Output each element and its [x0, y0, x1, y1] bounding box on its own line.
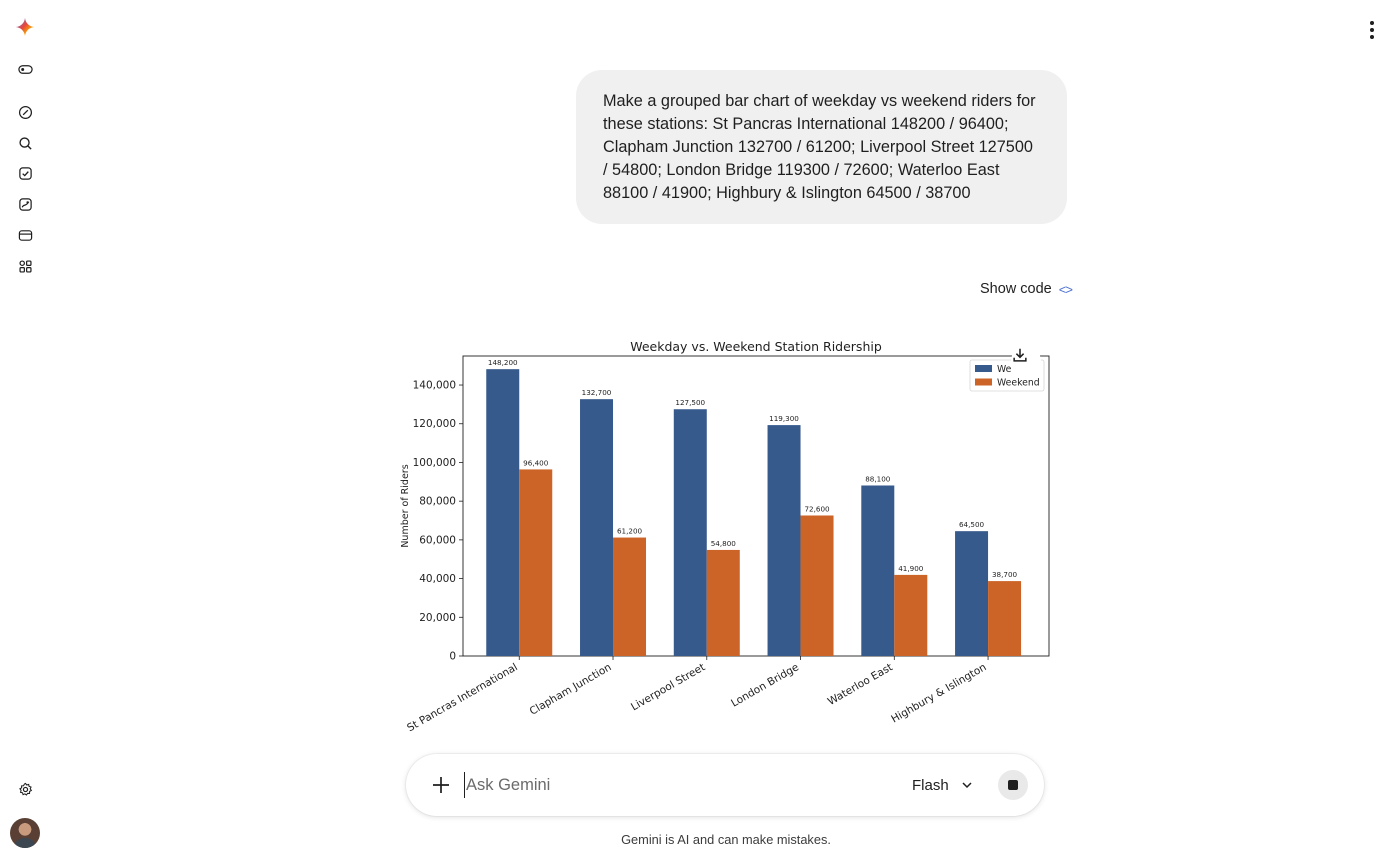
chart-title: Weekday vs. Weekend Station Ridership	[630, 339, 882, 354]
gemini-logo-icon[interactable]	[13, 15, 37, 39]
download-icon	[1013, 348, 1027, 362]
data-label: 96,400	[523, 458, 549, 467]
y-tick-label: 80,000	[419, 496, 456, 508]
bar-weekday	[767, 425, 801, 656]
data-label: 64,500	[959, 520, 985, 529]
bar-weekday	[486, 369, 520, 656]
stop-button[interactable]	[998, 770, 1028, 800]
bar-weekday	[861, 485, 895, 656]
y-tick-label: 20,000	[419, 612, 456, 624]
new-chat-icon[interactable]	[13, 100, 37, 124]
model-selector[interactable]: Flash	[912, 774, 973, 796]
show-code-button[interactable]: Show code <>	[980, 279, 1073, 299]
grouped-bar-chart: Weekday vs. Weekend Station Ridership 0 20…	[400, 339, 1050, 732]
y-axis-label: Number of Riders	[400, 464, 411, 547]
legend-label-weekend: Weekend	[997, 378, 1040, 389]
data-label: 61,200	[617, 527, 643, 536]
bar-weekend	[800, 515, 834, 656]
add-attachment-button[interactable]	[428, 772, 454, 798]
download-button[interactable]	[1011, 346, 1041, 376]
y-tick-label: 120,000	[413, 418, 456, 430]
bar-weekend	[706, 549, 740, 656]
x-tick-label: St Pancras International	[405, 661, 520, 732]
bar-weekend	[613, 537, 647, 656]
data-label: 54,800	[711, 539, 737, 548]
legend-swatch-weekday	[975, 365, 992, 372]
search-icon[interactable]	[13, 131, 37, 155]
bar-weekend	[988, 581, 1022, 656]
chart-card: Weekday vs. Weekend Station Ridership 0 20…	[394, 330, 1060, 732]
y-tick-label: 40,000	[419, 573, 456, 585]
ask-input[interactable]	[464, 772, 884, 798]
plus-icon	[433, 777, 449, 793]
bar-weekday	[673, 409, 707, 656]
x-tick-label: London Bridge	[729, 661, 801, 709]
y-tick-label: 60,000	[419, 534, 456, 546]
toggle-sidebar-icon[interactable]	[13, 57, 37, 81]
side-rail	[0, 0, 50, 863]
y-tick-label: 140,000	[413, 380, 456, 392]
bar-weekday	[955, 531, 989, 656]
data-label: 119,300	[769, 414, 799, 423]
y-tick-label: 100,000	[413, 457, 456, 469]
legend-label-weekday: We	[997, 364, 1012, 375]
disclaimer: Gemini is AI and can make mistakes.	[621, 832, 831, 847]
bar-weekday	[580, 399, 614, 656]
chevron-down-icon	[962, 782, 972, 789]
gear-icon[interactable]	[13, 777, 37, 801]
x-tick-label: Waterloo East	[826, 661, 895, 708]
show-code-label: Show code	[980, 281, 1052, 297]
bar-weekend	[519, 469, 553, 656]
data-label: 127,500	[675, 398, 705, 407]
bar-weekend	[894, 574, 928, 656]
y-tick-label: 0	[449, 651, 456, 663]
window-icon[interactable]	[13, 223, 37, 247]
x-tick-label: Liverpool Street	[629, 661, 707, 713]
more-options-icon[interactable]	[1362, 20, 1382, 40]
data-label: 148,200	[488, 358, 518, 367]
x-tick-label: Highbury & Islington	[889, 661, 988, 725]
x-tick-label: Clapham Junction	[528, 661, 614, 718]
data-label: 41,900	[898, 564, 924, 573]
user-message-text: Make a grouped bar chart of weekday vs w…	[603, 92, 1036, 202]
code-icon: <>	[1058, 281, 1073, 297]
model-label: Flash	[912, 776, 949, 794]
prompt-bar: Flash	[406, 754, 1044, 816]
gallery-icon[interactable]	[13, 192, 37, 216]
data-label: 88,100	[865, 474, 891, 483]
apps-icon[interactable]	[13, 254, 37, 278]
data-label: 132,700	[582, 388, 612, 397]
legend-swatch-weekend	[975, 378, 992, 386]
plot-frame	[462, 355, 1050, 657]
data-label: 38,700	[992, 570, 1018, 579]
tasks-icon[interactable]	[13, 161, 37, 185]
user-message-bubble: Make a grouped bar chart of weekday vs w…	[576, 70, 1067, 224]
stop-icon	[1008, 780, 1018, 790]
data-label: 72,600	[804, 504, 830, 513]
avatar[interactable]	[10, 818, 40, 848]
